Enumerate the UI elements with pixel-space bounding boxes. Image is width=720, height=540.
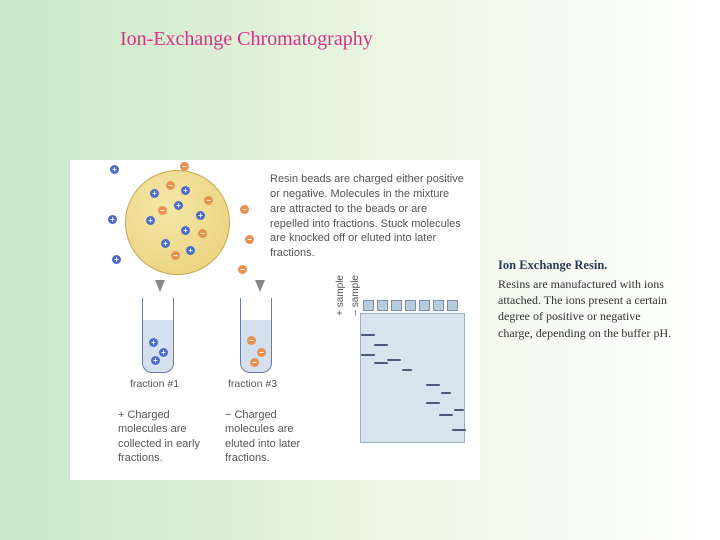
side-body: Resins are manufactured with ions attach… xyxy=(498,276,673,341)
gel-well xyxy=(363,300,374,311)
gel-body xyxy=(360,313,465,443)
bead-circle xyxy=(125,170,230,275)
pos-ion xyxy=(108,215,117,224)
caption-right: − Charged molecules are eluted into late… xyxy=(225,408,325,465)
neg-ion xyxy=(247,336,256,345)
neg-ion xyxy=(245,235,254,244)
pos-ion xyxy=(159,348,168,357)
page-title: Ion-Exchange Chromatography xyxy=(120,28,373,51)
bead-description: Resin beads are charged either positive … xyxy=(270,172,465,261)
gel-well xyxy=(405,300,416,311)
neg-ion xyxy=(204,196,213,205)
side-panel: Ion Exchange Resin. Resins are manufactu… xyxy=(498,258,673,341)
side-heading: Ion Exchange Resin. xyxy=(498,258,673,273)
gel-band xyxy=(374,344,388,346)
pos-ion xyxy=(186,246,195,255)
diagram: Resin beads are charged either positive … xyxy=(70,160,480,480)
pos-ion xyxy=(196,211,205,220)
pos-ion xyxy=(146,216,155,225)
pos-ion xyxy=(110,165,119,174)
gel-band xyxy=(402,369,412,371)
neg-ion xyxy=(250,358,259,367)
resin-bead xyxy=(125,170,230,275)
neg-ion xyxy=(240,205,249,214)
gel-well xyxy=(447,300,458,311)
well-row xyxy=(360,300,465,311)
gel-band xyxy=(387,359,401,361)
pos-ion xyxy=(149,338,158,347)
pos-ion xyxy=(181,186,190,195)
neg-ion xyxy=(166,181,175,190)
neg-ion xyxy=(180,162,189,171)
pos-ion xyxy=(150,189,159,198)
pos-ion xyxy=(151,356,160,365)
gel-band xyxy=(439,414,453,416)
sample-minus-label: – sample xyxy=(350,275,361,316)
neg-ion xyxy=(238,265,247,274)
gel-well xyxy=(433,300,444,311)
pos-ion xyxy=(161,239,170,248)
neg-ion xyxy=(257,348,266,357)
sample-plus-label: + sample xyxy=(335,275,346,316)
tube-1 xyxy=(142,298,174,373)
pos-ion xyxy=(181,226,190,235)
gel-band xyxy=(374,362,388,364)
gel-well xyxy=(377,300,388,311)
neg-ion xyxy=(158,206,167,215)
gel-band xyxy=(361,334,375,336)
gel-band xyxy=(454,409,464,411)
gel-band xyxy=(426,384,440,386)
gel-box xyxy=(360,300,465,450)
arrow-icon xyxy=(155,280,165,292)
pos-ion xyxy=(112,255,121,264)
neg-ion xyxy=(198,229,207,238)
tube-3 xyxy=(240,298,272,373)
gel-well xyxy=(419,300,430,311)
pos-ion xyxy=(174,201,183,210)
caption-left: + Charged molecules are collected in ear… xyxy=(118,408,218,465)
gel-well xyxy=(391,300,402,311)
neg-ion xyxy=(171,251,180,260)
gel-band xyxy=(361,354,375,356)
arrow-icon xyxy=(255,280,265,292)
fraction1-label: fraction #1 xyxy=(130,378,179,390)
gel-band xyxy=(426,402,440,404)
gel-band xyxy=(441,392,451,394)
gel-band xyxy=(452,429,466,431)
fraction3-label: fraction #3 xyxy=(228,378,277,390)
